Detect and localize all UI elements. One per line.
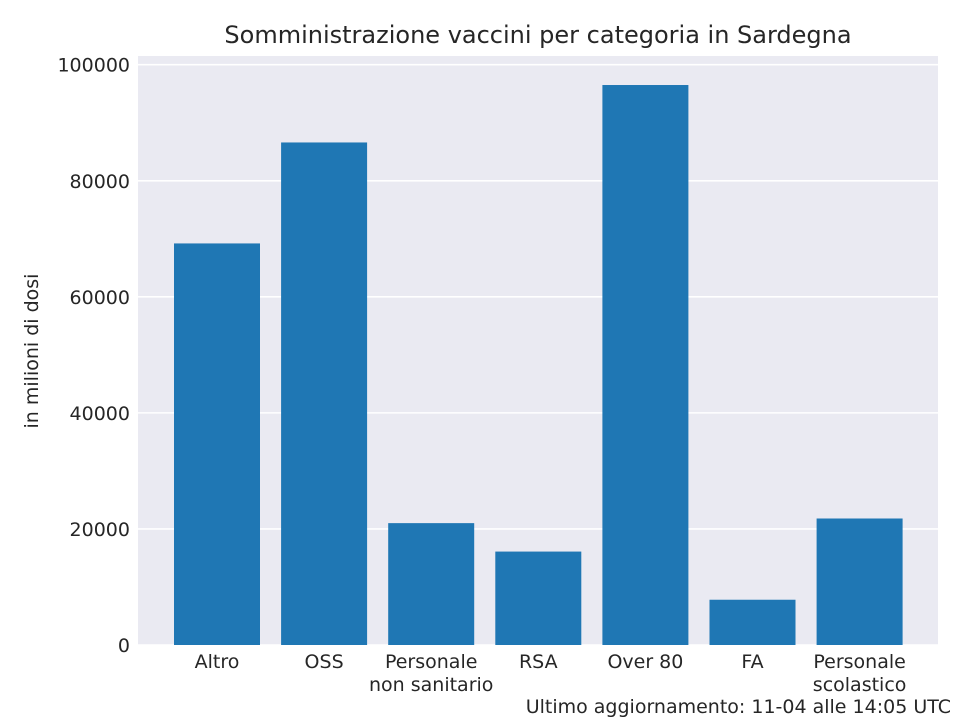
x-tick-label: Over 80 (607, 651, 683, 673)
y-tick-label: 40000 (70, 403, 130, 425)
x-tick-labels: Altro OSS Personale non sanitario RSA Over 80… (195, 651, 907, 696)
bar (174, 243, 260, 645)
y-tick-labels: 0 20000 40000 60000 80000 100000 (57, 55, 130, 657)
gridlines (138, 63, 938, 646)
bars (174, 85, 903, 646)
y-tick-label: 60000 (70, 287, 130, 309)
last-updated-note: Ultimo aggiornamento: 11-04 alle 14:05 U… (526, 696, 951, 718)
chart-title: Somministrazione vaccini per categoria i… (224, 21, 851, 49)
y-axis-label: in milioni di dosi (21, 274, 43, 429)
y-tick-label: 20000 (70, 519, 130, 541)
x-tick-label: FA (741, 651, 763, 673)
y-tick-label: 100000 (57, 55, 130, 77)
x-tick-label: Altro (195, 651, 240, 673)
x-tick-label: RSA (519, 651, 558, 673)
y-tick-label: 80000 (70, 171, 130, 193)
x-tick-label: OSS (305, 651, 344, 673)
bar (602, 85, 689, 646)
y-tick-label: 0 (118, 635, 130, 657)
bar (388, 523, 475, 645)
plot-area (138, 56, 938, 645)
x-tick-label: Personale non sanitario (369, 651, 493, 696)
x-tick-label: Personale scolastico (813, 651, 907, 696)
bar (281, 142, 368, 645)
bar (495, 551, 582, 645)
bar (816, 518, 903, 645)
bar (709, 599, 796, 645)
